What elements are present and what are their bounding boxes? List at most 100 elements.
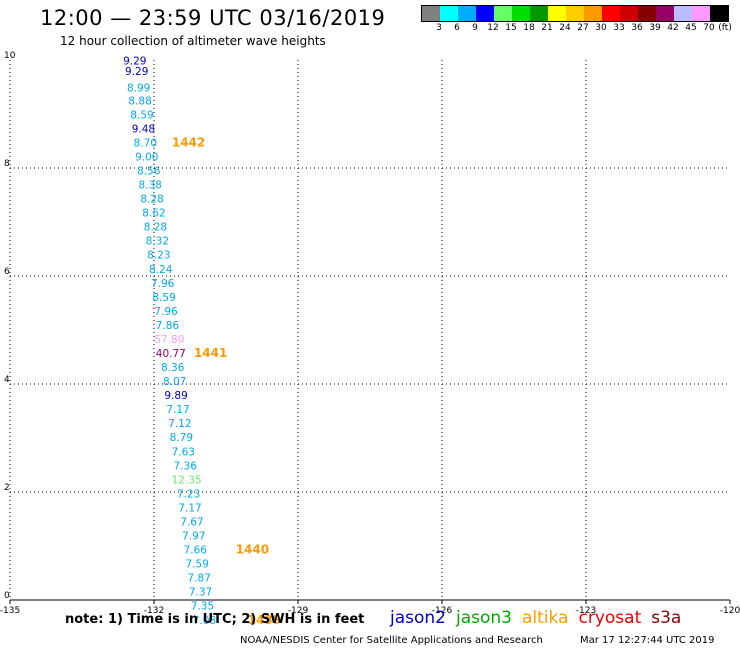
wave-height-label: 8.23	[147, 250, 170, 262]
wave-height-label: 7.67	[180, 516, 203, 528]
legend-item-jason3: jason3	[456, 608, 512, 628]
color-swatch	[494, 6, 512, 21]
wave-height-label: 7.08	[193, 615, 216, 627]
color-swatch	[530, 6, 548, 21]
pass-number-label: 1440	[236, 543, 269, 557]
color-scale-label: 39	[649, 23, 661, 33]
color-swatch	[638, 6, 656, 21]
x-tick-label: -129	[288, 606, 309, 616]
wave-height-label: 7.12	[168, 418, 191, 430]
wave-height-label: 7.63	[172, 446, 195, 458]
wave-height-label: 8.07	[163, 376, 186, 388]
y-tick-label: 0	[4, 591, 10, 601]
color-scale-label: 15	[505, 23, 517, 33]
wave-height-label: 9.89	[164, 390, 187, 402]
wave-height-label: 8.56	[137, 165, 161, 177]
wave-height-label: 7.23	[177, 488, 200, 500]
legend-item-s3a: s3a	[651, 608, 682, 628]
wave-height-label: 8.24	[149, 264, 173, 276]
color-scale-label: 70	[703, 23, 715, 33]
color-scale-label: 18	[523, 23, 535, 33]
wave-height-label: 8.62	[142, 208, 165, 220]
pass-number-label: 1439	[248, 613, 281, 627]
wave-height-label: 9.00	[135, 151, 158, 163]
x-tick-label: -120	[720, 606, 740, 616]
wave-height-label: 12.35	[172, 474, 202, 486]
color-scale-label: 21	[541, 23, 553, 33]
satellite-legend: jason2 jason3 altika cryosat s3a	[390, 608, 681, 628]
color-swatch	[674, 6, 692, 21]
wave-height-label: 7.59	[186, 559, 209, 571]
wave-height-label: 8.28	[144, 222, 167, 234]
color-swatch	[584, 6, 602, 21]
wave-height-label: 7.36	[174, 460, 198, 472]
color-swatch	[458, 6, 476, 21]
color-scale-label: 45	[685, 23, 697, 33]
color-scale-label: 3	[436, 23, 442, 33]
wave-height-label: 7.87	[187, 573, 210, 585]
wave-height-label: 7.96	[151, 278, 175, 290]
color-swatch	[548, 6, 566, 21]
wave-height-label: 8.79	[170, 432, 193, 444]
wave-height-label: 9.29	[123, 55, 146, 67]
color-swatch	[422, 6, 440, 21]
pass-number-label: 1441	[194, 346, 227, 360]
footer-credit: NOAA/NESDIS Center for Satellite Applica…	[240, 635, 543, 646]
y-tick-label: 10	[4, 51, 16, 61]
color-scale-label: 30	[595, 23, 607, 33]
wave-height-label: 8.32	[146, 236, 169, 248]
y-tick-label: 8	[4, 159, 10, 169]
y-tick-label: 2	[4, 483, 10, 493]
wave-height-label: 40.77	[156, 348, 186, 360]
color-scale-label: 9	[472, 23, 478, 33]
wave-height-label: 7.37	[189, 587, 212, 599]
wave-height-label: 8.36	[161, 362, 185, 374]
color-scale-label: 33	[613, 23, 625, 33]
wave-height-label: 7.86	[156, 320, 180, 332]
wave-height-label: 7.17	[178, 502, 201, 514]
color-swatch	[602, 6, 620, 21]
wave-height-label: 8.70	[134, 137, 157, 149]
footer-timestamp: Mar 17 12:27:44 UTC 2019	[580, 635, 715, 646]
color-scale-label: 27	[577, 23, 589, 33]
legend-item-jason2: jason2	[390, 608, 446, 628]
color-scale-label: 12	[487, 23, 499, 33]
color-scale-bar	[421, 5, 729, 22]
color-swatch	[692, 6, 710, 21]
color-swatch	[440, 6, 458, 21]
wave-height-label: 8.99	[127, 82, 150, 94]
wave-height-label: 7.35	[191, 601, 214, 613]
x-tick-label: -135	[0, 606, 20, 616]
wave-height-label: 8.59	[130, 109, 153, 121]
legend-item-altika: altika	[522, 608, 569, 628]
wave-height-label: 8.38	[138, 180, 161, 192]
chart-subtitle: 12 hour collection of altimeter wave hei…	[60, 34, 326, 48]
color-scale-label: (ft)	[718, 23, 732, 33]
color-swatch	[710, 6, 728, 21]
wave-height-label: 8.88	[128, 95, 151, 107]
wave-height-label: 7.17	[166, 404, 189, 416]
wave-height-label: 8.59	[152, 292, 175, 304]
y-tick-label: 6	[4, 267, 10, 277]
x-tick-label: -132	[144, 606, 164, 616]
y-tick-label: 4	[4, 375, 10, 385]
footer-note: note: 1) Time is in UTC; 2) SWH is in fe…	[65, 612, 365, 627]
x-tick-label: -126	[432, 606, 453, 616]
color-swatch	[566, 6, 584, 21]
wave-height-label: 9.29	[125, 66, 148, 78]
pass-number-label: 1442	[172, 135, 205, 149]
wave-height-label: 7.96	[154, 306, 178, 318]
wave-height-label: 7.66	[184, 545, 208, 557]
x-tick-label: -123	[576, 606, 596, 616]
wave-height-label: 8.28	[140, 194, 163, 206]
wave-height-label: 57.80	[154, 334, 184, 346]
wave-height-label: 7.97	[182, 531, 205, 543]
color-swatch	[656, 6, 674, 21]
page-title: 12:00 — 23:59 UTC 03/16/2019	[40, 6, 386, 30]
color-swatch	[476, 6, 494, 21]
color-scale-label: 24	[559, 23, 571, 33]
wave-height-label: 9.48	[132, 123, 155, 135]
color-scale-label: 36	[631, 23, 643, 33]
